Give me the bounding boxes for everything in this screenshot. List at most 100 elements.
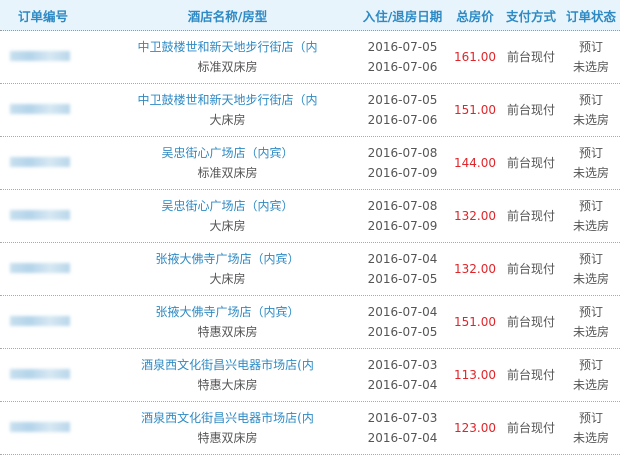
dates-cell: 2016-07-08 2016-07-09 bbox=[355, 143, 450, 183]
hotel-cell: 中卫鼓楼世和新天地步行街店（内 标准双床房 bbox=[100, 37, 355, 77]
hotel-link[interactable]: 酒泉西文化街昌兴电器市场店(内 bbox=[141, 358, 314, 372]
room-type: 特惠双床房 bbox=[197, 431, 258, 445]
checkin-date: 2016-07-03 bbox=[367, 358, 438, 372]
checkin-date: 2016-07-08 bbox=[367, 199, 438, 213]
hotel-cell: 酒泉西文化街昌兴电器市场店(内 特惠双床房 bbox=[100, 408, 355, 448]
room-type: 特惠双床房 bbox=[197, 325, 258, 339]
payment-method: 前台现付 bbox=[506, 262, 555, 276]
hotel-link[interactable]: 张掖大佛寺广场店（内宾） bbox=[155, 305, 300, 319]
status-cell: 预订 未选房 bbox=[562, 143, 620, 183]
table-header: 订单编号 酒店名称/房型 入住/退房日期 总房价 支付方式 订单状态 bbox=[0, 0, 620, 31]
dates-cell: 2016-07-08 2016-07-09 bbox=[355, 196, 450, 236]
total-price: 161.00 bbox=[454, 50, 496, 64]
status-cell: 预订 未选房 bbox=[562, 37, 620, 77]
order-no-cell[interactable] bbox=[0, 418, 100, 438]
table-row: 吴忠街心广场店（内宾） 标准双床房 2016-07-08 2016-07-09 14… bbox=[0, 137, 620, 190]
payment-method: 前台现付 bbox=[506, 103, 555, 117]
blurred-order-no bbox=[10, 157, 70, 167]
room-status: 未选房 bbox=[572, 272, 609, 286]
checkin-date: 2016-07-04 bbox=[367, 305, 438, 319]
room-type: 标准双床房 bbox=[197, 60, 258, 74]
blurred-order-no bbox=[10, 210, 70, 220]
header-dates: 入住/退房日期 bbox=[362, 8, 443, 24]
table-row: 吴忠街心广场店（内宾） 大床房 2016-07-08 2016-07-09 132.… bbox=[0, 190, 620, 243]
blurred-order-no bbox=[10, 263, 70, 273]
blurred-order-no bbox=[10, 104, 70, 114]
hotel-link[interactable]: 吴忠街心广场店（内宾） bbox=[161, 199, 294, 213]
total-price: 132.00 bbox=[454, 262, 496, 276]
status-cell: 预订 未选房 bbox=[562, 90, 620, 130]
status-cell: 预订 未选房 bbox=[562, 249, 620, 289]
order-no-cell[interactable] bbox=[0, 206, 100, 226]
payment-method: 前台现付 bbox=[506, 421, 555, 435]
checkout-date: 2016-07-09 bbox=[367, 166, 438, 180]
hotel-link[interactable]: 酒泉西文化街昌兴电器市场店(内 bbox=[141, 411, 314, 425]
hotel-cell: 张掖大佛寺广场店（内宾） 大床房 bbox=[100, 249, 355, 289]
room-type: 大床房 bbox=[209, 272, 246, 286]
status-cell: 预订 未选房 bbox=[562, 355, 620, 395]
room-status: 未选房 bbox=[572, 219, 609, 233]
hotel-link[interactable]: 中卫鼓楼世和新天地步行街店（内 bbox=[137, 40, 318, 54]
checkout-date: 2016-07-06 bbox=[367, 113, 438, 127]
room-type: 特惠大床房 bbox=[197, 378, 258, 392]
hotel-link[interactable]: 中卫鼓楼世和新天地步行街店（内 bbox=[137, 93, 318, 107]
dates-cell: 2016-07-05 2016-07-06 bbox=[355, 90, 450, 130]
room-status: 未选房 bbox=[572, 60, 609, 74]
room-status: 未选房 bbox=[572, 378, 609, 392]
header-price: 总房价 bbox=[456, 8, 494, 24]
checkin-date: 2016-07-04 bbox=[367, 252, 438, 266]
dates-cell: 2016-07-03 2016-07-04 bbox=[355, 355, 450, 395]
table-row: 张掖大佛寺广场店（内宾） 大床房 2016-07-04 2016-07-05 132… bbox=[0, 243, 620, 296]
room-status: 未选房 bbox=[572, 113, 609, 127]
room-type: 标准双床房 bbox=[197, 166, 258, 180]
checkin-date: 2016-07-08 bbox=[367, 146, 438, 160]
room-status: 未选房 bbox=[572, 431, 609, 445]
order-status: 预订 bbox=[578, 40, 603, 54]
blurred-order-no bbox=[10, 422, 70, 432]
header-status: 订单状态 bbox=[565, 8, 616, 24]
hotel-cell: 酒泉西文化街昌兴电器市场店(内 特惠大床房 bbox=[100, 355, 355, 395]
header-payment: 支付方式 bbox=[505, 8, 556, 24]
total-price: 132.00 bbox=[454, 209, 496, 223]
order-no-cell[interactable] bbox=[0, 47, 100, 67]
checkout-date: 2016-07-04 bbox=[367, 378, 438, 392]
order-no-cell[interactable] bbox=[0, 259, 100, 279]
checkout-date: 2016-07-06 bbox=[367, 60, 438, 74]
order-status: 预订 bbox=[578, 358, 603, 372]
blurred-order-no bbox=[10, 316, 70, 326]
order-no-cell[interactable] bbox=[0, 153, 100, 173]
order-status: 预订 bbox=[578, 411, 603, 425]
hotel-cell: 张掖大佛寺广场店（内宾） 特惠双床房 bbox=[100, 302, 355, 342]
table-row: 张掖大佛寺广场店（内宾） 特惠双床房 2016-07-04 2016-07-05 1… bbox=[0, 296, 620, 349]
order-no-cell[interactable] bbox=[0, 100, 100, 120]
room-type: 大床房 bbox=[209, 219, 246, 233]
hotel-cell: 中卫鼓楼世和新天地步行街店（内 大床房 bbox=[100, 90, 355, 130]
dates-cell: 2016-07-04 2016-07-05 bbox=[355, 249, 450, 289]
total-price: 144.00 bbox=[454, 156, 496, 170]
total-price: 151.00 bbox=[454, 315, 496, 329]
checkout-date: 2016-07-09 bbox=[367, 219, 438, 233]
order-status: 预订 bbox=[578, 146, 603, 160]
checkin-date: 2016-07-05 bbox=[367, 40, 438, 54]
total-price: 113.00 bbox=[454, 368, 496, 382]
order-status: 预订 bbox=[578, 252, 603, 266]
blurred-order-no bbox=[10, 369, 70, 379]
dates-cell: 2016-07-04 2016-07-05 bbox=[355, 302, 450, 342]
room-type: 大床房 bbox=[209, 113, 246, 127]
table-row: 酒泉西文化街昌兴电器市场店(内 特惠双床房 2016-07-03 2016-07-0… bbox=[0, 402, 620, 455]
checkin-date: 2016-07-03 bbox=[367, 411, 438, 425]
hotel-link[interactable]: 吴忠街心广场店（内宾） bbox=[161, 146, 294, 160]
room-status: 未选房 bbox=[572, 166, 609, 180]
table-row: 中卫鼓楼世和新天地步行街店（内 标准双床房 2016-07-05 2016-07-0… bbox=[0, 31, 620, 84]
hotel-link[interactable]: 张掖大佛寺广场店（内宾） bbox=[155, 252, 300, 266]
status-cell: 预订 未选房 bbox=[562, 408, 620, 448]
table-row: 中卫鼓楼世和新天地步行街店（内 大床房 2016-07-05 2016-07-06 … bbox=[0, 84, 620, 137]
order-status: 预订 bbox=[578, 93, 603, 107]
order-no-cell[interactable] bbox=[0, 312, 100, 332]
payment-method: 前台现付 bbox=[506, 50, 555, 64]
header-order-no: 订单编号 bbox=[18, 8, 69, 24]
checkin-date: 2016-07-05 bbox=[367, 93, 438, 107]
order-no-cell[interactable] bbox=[0, 365, 100, 385]
checkout-date: 2016-07-05 bbox=[367, 325, 438, 339]
table-row: 酒泉西文化街昌兴电器市场店(内 特惠大床房 2016-07-03 2016-07-0… bbox=[0, 349, 620, 402]
